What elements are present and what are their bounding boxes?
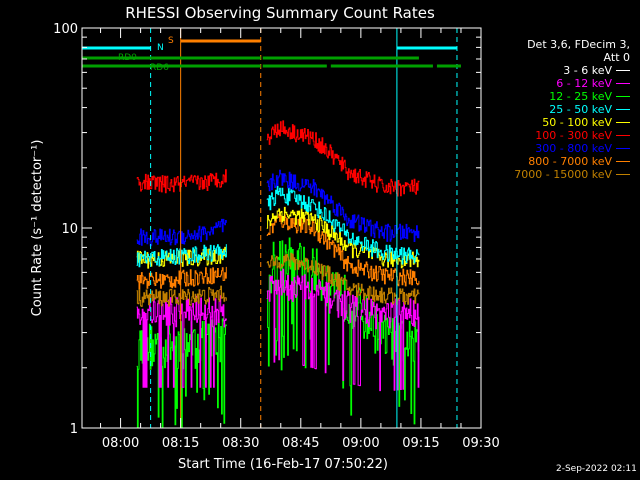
legend-item-swatch xyxy=(616,161,630,162)
y-tick-label-3: 100 xyxy=(53,22,78,37)
series-line-25-50-kev-seg1 xyxy=(136,244,227,268)
legend: Det 3,6, FDecim 3, Att 0 3 - 6 keV 6 - 12… xyxy=(478,38,630,181)
series-line-100-300-kev-seg2 xyxy=(266,120,420,197)
legend-header-line-1: Det 3,6, FDecim 3, xyxy=(527,38,630,51)
legend-item-label: 12 - 25 keV xyxy=(549,90,612,103)
series-line-300-800-kev-seg2 xyxy=(266,169,420,242)
legend-item-label: 7000 - 15000 keV xyxy=(514,168,612,181)
x-tick-label-7: 09:30 xyxy=(462,436,499,451)
series-line-25-50-kev-seg2 xyxy=(266,185,420,265)
x-axis-label: Start Time (16-Feb-17 07:50:22) xyxy=(178,457,388,472)
series-line-7000-15000-kev-seg2 xyxy=(266,252,420,305)
legend-item: 3 - 6 keV xyxy=(478,64,630,77)
legend-entries: 3 - 6 keV 6 - 12 keV 12 - 25 keV 25 - 50 ke… xyxy=(478,64,630,181)
legend-item: 7000 - 15000 keV xyxy=(478,168,630,181)
flag-label-rd6: RD6 xyxy=(150,63,169,73)
legend-item: 25 - 50 keV xyxy=(478,103,630,116)
x-tick-label-4: 08:45 xyxy=(282,436,319,451)
series-line-800-7000-kev-seg1 xyxy=(136,266,227,290)
legend-item-label: 300 - 800 keV xyxy=(535,142,612,155)
legend-item-swatch xyxy=(616,174,630,175)
series-line-12-25-kev-seg1 xyxy=(136,318,227,428)
legend-item: 300 - 800 keV xyxy=(478,142,630,155)
legend-item-swatch xyxy=(616,83,630,84)
plot-timestamp: 2-Sep-2022 02:11 xyxy=(556,464,637,474)
y-tick-label-1: 1 xyxy=(70,422,78,437)
flag-label-s: S xyxy=(168,36,174,46)
legend-header-line-2: Att 0 xyxy=(603,51,630,64)
legend-item: 50 - 100 keV xyxy=(478,116,630,129)
series-line-300-800-kev-seg1 xyxy=(136,218,227,247)
legend-item-swatch xyxy=(616,96,630,97)
y-axis-label: Count Rate (s⁻¹ detector⁻¹) xyxy=(30,140,45,317)
legend-item: 100 - 300 keV xyxy=(478,129,630,142)
chart-title: RHESSI Observing Summary Count Rates xyxy=(125,4,435,22)
y-tick-label-2: 10 xyxy=(61,222,78,237)
legend-item: 800 - 7000 keV xyxy=(478,155,630,168)
legend-item-label: 6 - 12 keV xyxy=(556,77,612,90)
legend-item-label: 100 - 300 keV xyxy=(535,129,612,142)
x-tick-label-5: 09:00 xyxy=(342,436,379,451)
series-line-7000-15000-kev-seg1 xyxy=(136,285,227,307)
x-tick-label-1: 08:00 xyxy=(102,436,139,451)
x-tick-label-2: 08:15 xyxy=(162,436,199,451)
legend-item-label: 50 - 100 keV xyxy=(542,116,612,129)
legend-item-swatch xyxy=(616,135,630,136)
legend-item-swatch xyxy=(616,109,630,110)
legend-item: 6 - 12 keV xyxy=(478,77,630,90)
flag-label-n: N xyxy=(157,43,164,53)
x-tick-label-6: 09:15 xyxy=(402,436,439,451)
x-tick-label-3: 08:30 xyxy=(222,436,259,451)
series-line-6-12-kev-seg1 xyxy=(136,295,227,388)
data-layer xyxy=(136,120,420,428)
legend-item-label: 800 - 7000 keV xyxy=(528,155,612,168)
series-line-100-300-kev-seg1 xyxy=(136,169,227,194)
legend-item-label: 25 - 50 keV xyxy=(549,103,612,116)
flag-label-rd0: RD0 xyxy=(118,53,137,63)
legend-item-swatch xyxy=(616,148,630,149)
legend-item: 12 - 25 keV xyxy=(478,90,630,103)
legend-item-swatch xyxy=(616,122,630,123)
legend-item-label: 3 - 6 keV xyxy=(563,64,612,77)
legend-item-swatch xyxy=(616,70,630,71)
series-line-800-7000-kev-seg2 xyxy=(266,213,420,287)
